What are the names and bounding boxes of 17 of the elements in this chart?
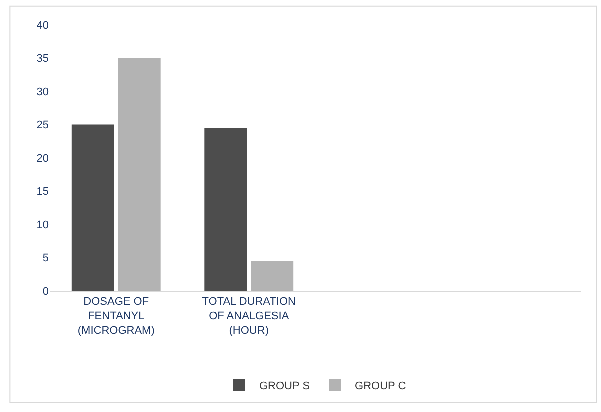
bar: [251, 261, 294, 291]
x-tick-label: DOSAGE OF FENTANYL (MICROGRAM): [78, 296, 155, 337]
y-tick-label: 20: [36, 152, 49, 165]
y-tick-label: 35: [36, 53, 49, 66]
y-tick-label: 0: [42, 286, 49, 298]
y-tick-label: 5: [42, 252, 49, 265]
x-tick-label: TOTAL DURATION OF ANALGESIA (HOUR): [202, 296, 296, 337]
bar: [204, 128, 248, 291]
y-tick-label: 15: [36, 186, 49, 198]
legend-label: GROUP C: [355, 380, 406, 393]
bar: [118, 58, 161, 291]
y-tick-label: 30: [36, 86, 49, 98]
y-tick-label: 40: [36, 20, 49, 32]
bar: [72, 124, 114, 291]
y-tick-label: 10: [36, 219, 49, 232]
legend-label: GROUP S: [260, 380, 310, 393]
y-tick-label: 25: [36, 120, 49, 132]
